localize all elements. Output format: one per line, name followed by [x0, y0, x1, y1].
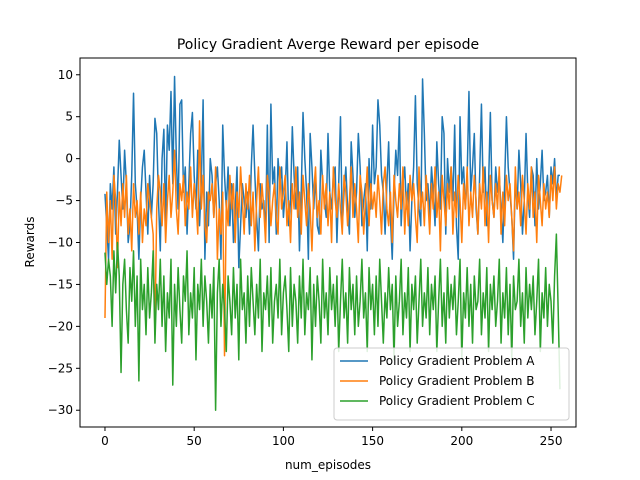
- x-axis-label: num_episodes: [285, 458, 371, 472]
- x-tick-label: 200: [450, 434, 473, 448]
- y-tick-label: −25: [48, 361, 73, 375]
- y-tick-label: 5: [65, 110, 73, 124]
- legend: Policy Gradient Problem A Policy Gradient…: [333, 347, 570, 421]
- series-line-1: [104, 120, 563, 357]
- legend-label-2: Policy Gradient Problem C: [379, 394, 535, 408]
- series-lines: [104, 75, 563, 411]
- x-tick-label: 0: [101, 434, 109, 448]
- y-tick-label: −30: [48, 403, 73, 417]
- y-axis-label: Rewards: [23, 217, 37, 268]
- x-tick-label: 250: [540, 434, 563, 448]
- y-tick-label: −10: [48, 236, 73, 250]
- legend-label-0: Policy Gradient Problem A: [379, 354, 535, 368]
- x-tick-label: 150: [361, 434, 384, 448]
- x-tick-label: 100: [272, 434, 295, 448]
- y-tick-label: −20: [48, 319, 73, 333]
- x-axis-ticks: 0 50 100 150 200 250: [101, 427, 562, 448]
- y-axis-ticks: −30 −25 −20 −15 −10 −5 0 5 10: [48, 68, 80, 417]
- y-tick-label: −15: [48, 277, 73, 291]
- legend-box: [333, 347, 570, 421]
- y-tick-label: −5: [55, 194, 73, 208]
- chart-title: Policy Gradient Averge Reward per episod…: [177, 37, 479, 53]
- series-line-2: [104, 233, 561, 411]
- y-tick-label: 0: [65, 152, 73, 166]
- x-tick-label: 50: [187, 434, 202, 448]
- y-tick-label: 10: [58, 68, 73, 82]
- legend-label-1: Policy Gradient Problem B: [379, 374, 534, 388]
